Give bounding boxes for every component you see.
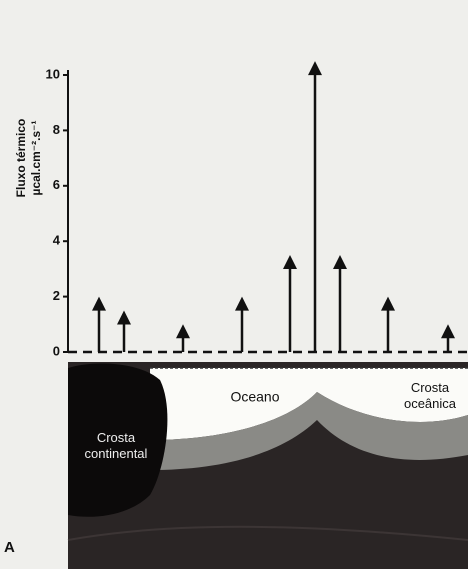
oceanic-label-box: Crosta oceânica xyxy=(392,380,468,424)
arrow-head xyxy=(381,297,395,311)
oceanic-label: Crosta oceânica xyxy=(392,380,468,412)
arrow-head xyxy=(117,310,131,324)
arrow xyxy=(117,310,131,352)
arrow xyxy=(283,255,297,352)
arrow xyxy=(381,297,395,352)
y-tick-label: 6 xyxy=(53,177,60,192)
arrow-head xyxy=(283,255,297,269)
y-label: Fluxo térmico xyxy=(14,119,28,198)
y-tick-label: 2 xyxy=(53,288,60,303)
y-tick-label: 8 xyxy=(53,122,60,137)
panel-label: A xyxy=(4,539,15,556)
arrow xyxy=(441,324,455,352)
arrow-head xyxy=(333,255,347,269)
arrow xyxy=(92,297,106,352)
arrow-head xyxy=(92,297,106,311)
y-unit: µcal.cm⁻².s⁻¹ xyxy=(29,121,43,196)
y-tick-label: 0 xyxy=(53,343,60,358)
ocean-label: Oceano xyxy=(230,389,279,405)
arrow-head xyxy=(441,324,455,338)
continental-label: Crosta continental xyxy=(76,430,156,462)
arrow xyxy=(235,297,249,352)
arrow-head xyxy=(308,61,322,75)
y-tick-label: 10 xyxy=(46,66,60,81)
y-tick-label: 4 xyxy=(53,233,61,248)
arrow xyxy=(176,324,190,352)
figure: Oceano Crosta continental Crosta oceânic… xyxy=(0,0,468,569)
arrow-head xyxy=(176,324,190,338)
continental-label-box: Crosta continental xyxy=(76,430,156,474)
arrow xyxy=(333,255,347,352)
arrow xyxy=(308,61,322,352)
arrow-head xyxy=(235,297,249,311)
